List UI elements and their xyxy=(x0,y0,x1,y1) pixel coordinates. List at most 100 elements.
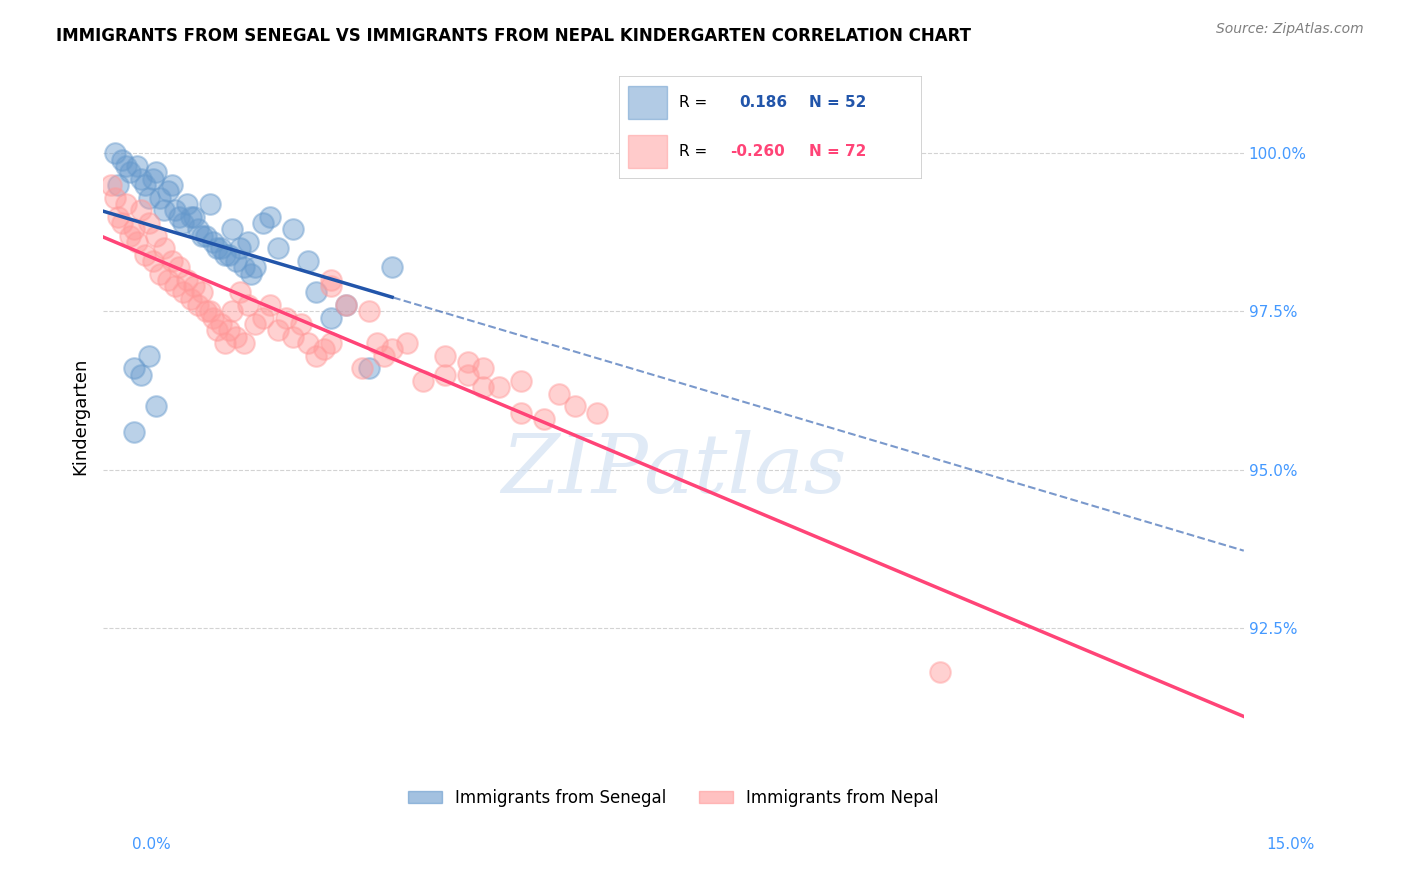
Point xyxy=(236,235,259,249)
Point xyxy=(172,216,194,230)
Point xyxy=(149,267,172,281)
Point xyxy=(259,210,281,224)
Point xyxy=(153,203,176,218)
Point xyxy=(434,349,457,363)
Point xyxy=(198,197,221,211)
Point xyxy=(209,241,232,255)
Text: 15.0%: 15.0% xyxy=(1267,838,1315,852)
Point xyxy=(359,304,381,318)
Point xyxy=(245,260,267,275)
Point xyxy=(183,210,205,224)
Point xyxy=(115,197,138,211)
Text: -0.260: -0.260 xyxy=(731,145,785,160)
Point xyxy=(111,153,134,167)
Point xyxy=(122,222,145,236)
Point xyxy=(252,216,274,230)
Point xyxy=(209,317,232,331)
Point xyxy=(180,210,202,224)
Point xyxy=(267,323,290,337)
Point xyxy=(205,323,228,337)
Point xyxy=(229,285,252,300)
Text: 0.0%: 0.0% xyxy=(132,838,172,852)
Point xyxy=(156,184,179,198)
Point xyxy=(127,235,149,249)
Point xyxy=(381,343,404,357)
Point xyxy=(122,361,145,376)
Point xyxy=(187,222,209,236)
Text: Source: ZipAtlas.com: Source: ZipAtlas.com xyxy=(1216,22,1364,37)
Point xyxy=(198,304,221,318)
Point xyxy=(165,203,187,218)
Point xyxy=(214,336,236,351)
Text: R =: R = xyxy=(679,145,707,160)
Text: 0.186: 0.186 xyxy=(740,95,787,110)
Point xyxy=(142,253,165,268)
Point xyxy=(214,247,236,261)
Point xyxy=(202,310,225,325)
Point xyxy=(321,273,343,287)
Point xyxy=(290,317,312,331)
Point xyxy=(434,368,457,382)
Point xyxy=(145,165,167,179)
Point xyxy=(138,191,160,205)
Text: N = 52: N = 52 xyxy=(808,95,866,110)
Point xyxy=(225,330,247,344)
Point xyxy=(172,285,194,300)
Point xyxy=(305,285,328,300)
Point xyxy=(115,159,138,173)
Point xyxy=(373,349,395,363)
Point xyxy=(366,336,388,351)
Point xyxy=(335,298,357,312)
Point xyxy=(396,336,419,351)
Point xyxy=(586,406,609,420)
Point xyxy=(510,374,533,388)
Point xyxy=(283,222,305,236)
Point xyxy=(134,247,156,261)
Y-axis label: Kindergarten: Kindergarten xyxy=(72,357,89,475)
Point xyxy=(259,298,281,312)
Point xyxy=(191,285,214,300)
Point xyxy=(156,273,179,287)
Point xyxy=(129,171,152,186)
Point xyxy=(107,210,129,224)
Point xyxy=(145,228,167,243)
Point xyxy=(142,171,165,186)
Point xyxy=(165,279,187,293)
Point xyxy=(321,279,343,293)
Point xyxy=(232,260,254,275)
Point xyxy=(176,197,198,211)
Point xyxy=(472,361,495,376)
Text: IMMIGRANTS FROM SENEGAL VS IMMIGRANTS FROM NEPAL KINDERGARTEN CORRELATION CHART: IMMIGRANTS FROM SENEGAL VS IMMIGRANTS FR… xyxy=(56,27,972,45)
Point xyxy=(138,216,160,230)
Point xyxy=(160,253,183,268)
Point xyxy=(229,241,252,255)
Point xyxy=(457,368,479,382)
Point xyxy=(103,191,125,205)
Point xyxy=(194,304,217,318)
Text: N = 72: N = 72 xyxy=(808,145,866,160)
Point xyxy=(321,310,343,325)
Point xyxy=(153,241,176,255)
Point xyxy=(160,178,183,192)
Point xyxy=(225,253,247,268)
Point xyxy=(312,343,335,357)
Point xyxy=(267,241,290,255)
Point xyxy=(202,235,225,249)
Point xyxy=(359,361,381,376)
Point xyxy=(194,228,217,243)
Point xyxy=(564,400,586,414)
Point xyxy=(129,368,152,382)
Point xyxy=(240,267,263,281)
Point xyxy=(122,425,145,439)
Point xyxy=(103,146,125,161)
Point xyxy=(118,165,141,179)
Point xyxy=(167,210,190,224)
Point xyxy=(472,380,495,394)
Point xyxy=(205,241,228,255)
Legend: Immigrants from Senegal, Immigrants from Nepal: Immigrants from Senegal, Immigrants from… xyxy=(402,782,945,814)
Text: ZIPatlas: ZIPatlas xyxy=(501,430,846,510)
Point xyxy=(335,298,357,312)
Point xyxy=(236,298,259,312)
Point xyxy=(928,665,950,679)
Point xyxy=(145,400,167,414)
